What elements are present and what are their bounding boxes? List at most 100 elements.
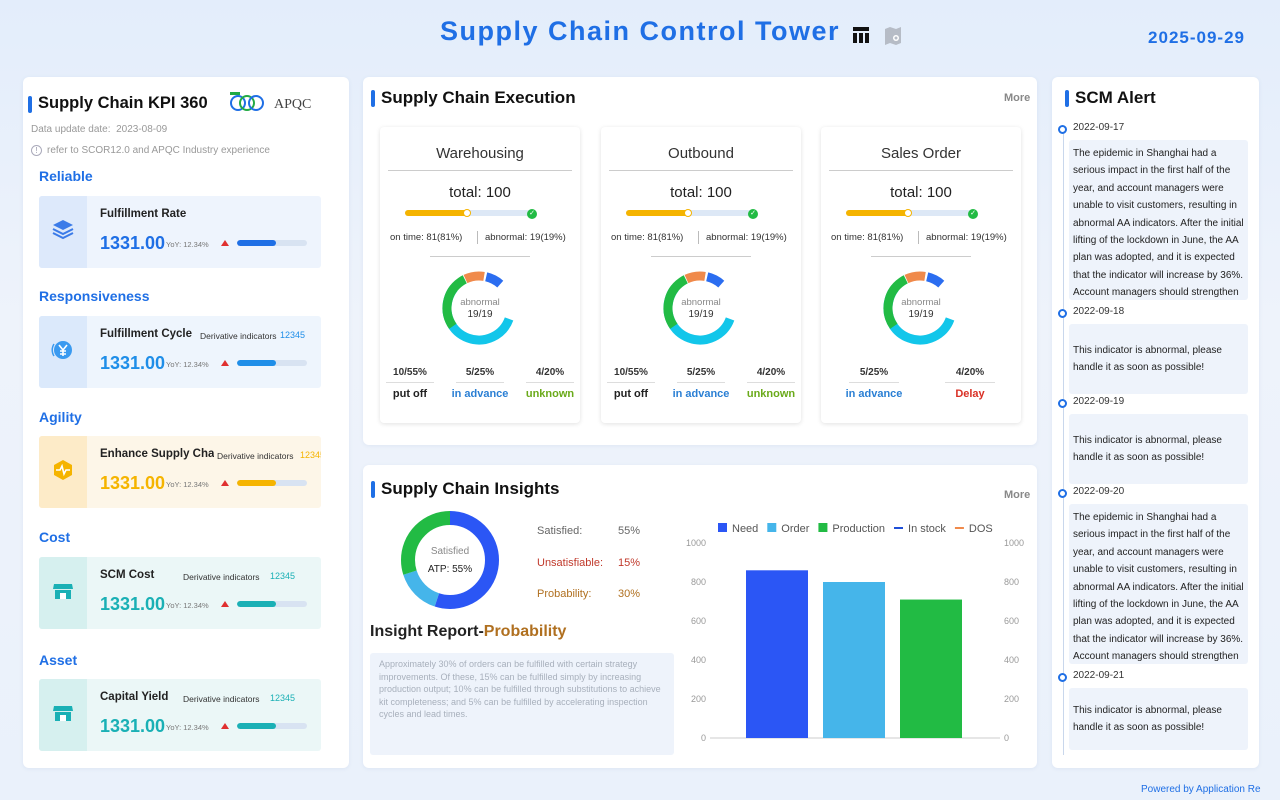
map-icon[interactable] — [884, 26, 902, 51]
legend-label: Order — [781, 523, 809, 535]
header-date: 2025-09-29 — [1148, 28, 1245, 47]
exec-on-time: on time: 81(81%) — [831, 232, 904, 243]
alert-text: The epidemic in Shanghai had a serious i… — [1069, 504, 1248, 664]
donut-value: 19/19 — [688, 309, 714, 320]
insight-report-title: Insight Report-Probability — [370, 623, 567, 640]
exec-stat[interactable]: 5/25% in advance — [672, 367, 730, 400]
exec-stat[interactable]: 5/25% in advance — [845, 367, 903, 400]
y-tick-label: 1000 — [686, 538, 706, 548]
alert-text: This indicator is abnormal, please handl… — [1069, 688, 1248, 750]
exec-total: total: 100 — [449, 184, 511, 201]
kpi-value: 1331.00 — [100, 473, 166, 493]
table-icon[interactable] — [852, 26, 870, 51]
exec-card-1[interactable]: Outbound total: 100 ✓ on time: 81(81%) a… — [601, 127, 801, 423]
apqc-logo: APQC — [274, 96, 312, 112]
kpi-card-icon-box — [39, 436, 87, 508]
exec-on-time: on time: 81(81%) — [611, 232, 684, 243]
kpi-value: 1331.00 — [100, 594, 166, 614]
alert-date: 2022-09-19 — [1073, 396, 1125, 407]
exec-stat[interactable]: 4/20% unknown — [525, 367, 575, 400]
exec-abnormal: abnormal: 19(19%) — [485, 232, 566, 243]
divider — [918, 231, 919, 244]
legend-label: DOS — [969, 523, 993, 535]
donut-label: abnormal — [681, 297, 721, 308]
abnormal-donut — [883, 271, 957, 345]
derivative-count: 12345 — [270, 693, 296, 703]
kpi-yoy: YoY: 12.34% — [166, 480, 209, 489]
kpi-card-0[interactable]: Fulfillment Rate 1331.00 YoY: 12.34% — [39, 196, 321, 268]
kpi-metric-name: Fulfillment Cycle — [100, 328, 193, 340]
exec-stat[interactable]: 4/20% unknown — [746, 367, 796, 400]
exec-stat[interactable]: 5/25% in advance — [451, 367, 509, 400]
execution-more-link[interactable]: More — [1004, 92, 1031, 104]
legend-label: Need — [732, 523, 758, 535]
exec-progress — [405, 209, 530, 217]
divider — [477, 231, 478, 244]
derivative-label: Derivative indicators — [183, 694, 260, 704]
check-icon: ✓ — [748, 209, 758, 219]
trend-up-icon — [221, 723, 229, 729]
kpi-progress — [237, 601, 307, 607]
alert-date: 2022-09-17 — [1073, 122, 1125, 133]
exec-stat[interactable]: 10/55% put off — [601, 367, 661, 400]
insights-more-link[interactable]: More — [1004, 489, 1031, 501]
kpi-card-3[interactable]: SCM Cost Derivative indicators 12345 133… — [39, 557, 321, 629]
kpi-metric-name: Capital Yield — [100, 691, 169, 703]
divider — [651, 256, 751, 257]
kpi-value: 1331.00 — [100, 716, 166, 736]
derivative-label: Derivative indicators — [200, 331, 277, 341]
exec-donut — [660, 268, 740, 353]
kpi-title: Supply Chain KPI 360 — [28, 94, 208, 113]
bar-need[interactable] — [746, 570, 808, 738]
abnormal-donut — [442, 271, 516, 345]
exec-stat[interactable]: 4/20% Delay — [939, 367, 1001, 400]
trend-up-icon — [221, 360, 229, 366]
kpi-category-4: Asset — [39, 652, 78, 668]
kpi-card-icon-box — [39, 196, 87, 268]
derivative-label: Derivative indicators — [217, 451, 294, 461]
derivative-label: Derivative indicators — [183, 572, 260, 582]
bar-production[interactable] — [900, 599, 962, 738]
insights-bar-chart: Need Order Production In stock DOS 0 0 200 200 40… — [686, 523, 1024, 743]
kpi-yoy: YoY: 12.34% — [166, 723, 209, 732]
y-tick-label: 0 — [701, 733, 706, 743]
alert-timeline — [1063, 128, 1064, 755]
alert-text: The epidemic in Shanghai had a serious i… — [1069, 140, 1248, 300]
execution-title: Supply Chain Execution — [371, 88, 576, 107]
alert-text: This indicator is abnormal, please handl… — [1069, 324, 1248, 394]
kpi-card-4[interactable]: Capital Yield Derivative indicators 1234… — [39, 679, 321, 751]
exec-donut — [439, 268, 519, 353]
legend-swatch — [818, 523, 828, 532]
alert-date: 2022-09-20 — [1073, 486, 1125, 497]
kpi-yoy: YoY: 12.34% — [166, 601, 209, 610]
exec-on-time: on time: 81(81%) — [390, 232, 463, 243]
derivative-count: 12345 — [270, 571, 296, 581]
y2-tick-label: 0 — [1004, 733, 1009, 743]
kpi-card-2[interactable]: Enhance Supply Chain Derivative indicato… — [39, 436, 321, 508]
timeline-dot-icon — [1058, 399, 1067, 408]
bar-order[interactable] — [823, 582, 885, 738]
donut-value: 19/19 — [467, 309, 493, 320]
exec-card-2[interactable]: Sales Order total: 100 ✓ on time: 81(81%… — [821, 127, 1021, 423]
legend-label: In stock — [908, 523, 946, 535]
exec-stat[interactable]: 10/55% put off — [380, 367, 440, 400]
kpi-card-icon-box — [39, 557, 87, 629]
trend-up-icon — [221, 240, 229, 246]
data-update: Data update date: 2023-08-09 — [31, 124, 168, 135]
kpi-category-1: Responsiveness — [39, 288, 150, 304]
kpi-card-icon-box — [39, 316, 87, 388]
kpi-panel — [23, 77, 349, 768]
donut-label: abnormal — [901, 297, 941, 308]
header-icons — [852, 26, 902, 51]
alert-date: 2022-09-18 — [1073, 306, 1125, 317]
donut-label: abnormal — [460, 297, 500, 308]
info-icon: ! — [31, 145, 42, 156]
y-tick-label: 200 — [691, 694, 706, 704]
exec-abnormal: abnormal: 19(19%) — [926, 232, 1007, 243]
exec-card-0[interactable]: Warehousing total: 100 ✓ on time: 81(81%… — [380, 127, 580, 423]
kpi-card-1[interactable]: Fulfillment Cycle Derivative indicators … — [39, 316, 321, 388]
kpi-value: 1331.00 — [100, 233, 166, 253]
check-icon: ✓ — [527, 209, 537, 219]
kpi-value: 1331.00 — [100, 353, 166, 373]
layers-icon — [50, 217, 76, 248]
